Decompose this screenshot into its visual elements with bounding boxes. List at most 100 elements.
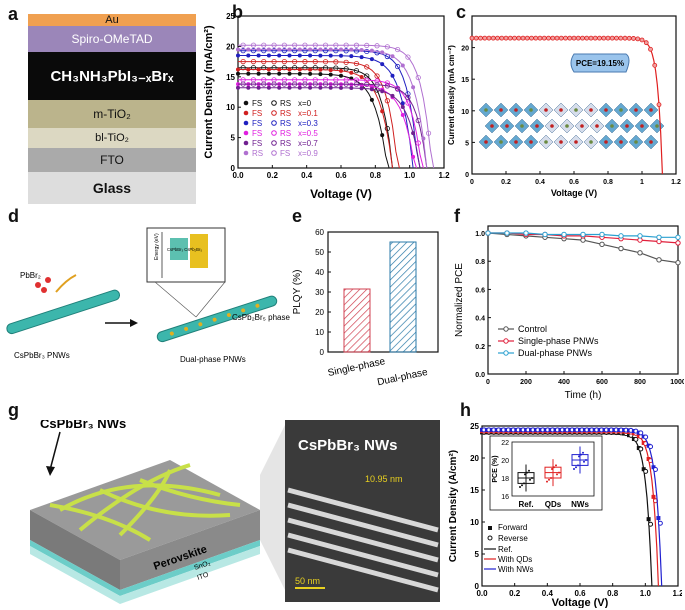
jv-point	[605, 35, 611, 41]
point-fs-x=0.3	[400, 101, 405, 106]
point-fs-x=0	[328, 72, 333, 77]
panel-label-g: g	[8, 400, 19, 420]
point-Dual-phase PNWs	[485, 230, 491, 236]
point-rs-x=0.7	[292, 81, 298, 87]
legend-reverse-marker	[487, 535, 493, 541]
point-fs-x=0.7	[266, 85, 271, 90]
atom	[604, 140, 608, 144]
x-tick-label: 0.6	[569, 179, 579, 186]
point-rs-x=0.1	[281, 59, 287, 65]
jv-point	[541, 35, 547, 41]
atom	[655, 124, 659, 128]
point-fs-x=0	[287, 71, 292, 76]
panel-label-f: f	[454, 206, 460, 226]
point-fs-x=0.7	[297, 85, 302, 90]
point-fs-x=0.3	[287, 53, 292, 58]
forward-point-Ref.	[641, 467, 646, 472]
point-fs-x=0.9	[318, 47, 323, 52]
jv-point	[618, 35, 624, 41]
inset-point-QDs	[558, 471, 560, 474]
perovskite-side-right	[120, 510, 260, 590]
chart-c: 0 0.2 0.4 0.6 0.8 1 1.2 0 5 10 15 20 Voltage (V) Curr…	[447, 15, 681, 198]
point-fs-x=0.3	[246, 53, 251, 58]
y-tick-label: 0.0	[475, 372, 485, 379]
forward-point-Ref.	[646, 517, 651, 522]
point-fs-x=0.7	[390, 93, 395, 98]
y-tick-label: 5	[231, 134, 236, 143]
point-fs-x=0.9	[349, 47, 354, 52]
y-tick-label: 20	[461, 46, 469, 53]
point-rs-x=0.9	[292, 42, 298, 48]
point-rs-x=0.9	[395, 46, 401, 53]
point-fs-x=0.9	[400, 63, 405, 68]
x-axis-label: Voltage (V)	[551, 188, 597, 198]
legend-rs-label: RS	[280, 99, 291, 108]
jv-point	[656, 102, 662, 108]
sno2-layer	[120, 540, 260, 596]
y-axis-label: Normalized PCE	[454, 263, 465, 337]
atom	[529, 108, 533, 112]
reagent-label: PbBr₂	[20, 271, 41, 280]
point-rs-x=0.7	[302, 81, 308, 87]
point-Dual-phase PNWs	[637, 233, 643, 239]
callout-arrowhead	[46, 466, 55, 476]
reverse-point-With NWs	[643, 434, 649, 440]
band-cspbbr3	[170, 238, 188, 260]
point-rs-x=0.9	[261, 42, 267, 48]
x-tick-label: 0.2	[509, 589, 521, 598]
point-Dual-phase PNWs	[675, 234, 681, 240]
reverse-point-With NWs	[638, 430, 644, 436]
inset-point-NWs	[573, 468, 575, 470]
jv-point	[626, 35, 632, 41]
x-tick-label: 0.8	[607, 589, 619, 598]
x-tick-label: 1.0	[404, 171, 416, 180]
point-fs-x=0.3	[266, 53, 271, 58]
pbbr2-particle	[41, 287, 47, 293]
point-rs-x=0.7	[312, 81, 318, 87]
legend-marker-fs	[243, 120, 249, 126]
point-fs-x=0.7	[359, 86, 364, 91]
point-fs-x=0.7	[328, 85, 333, 90]
point-rs-x=0	[343, 66, 349, 72]
point-rs-x=0.9	[240, 42, 246, 48]
series-rs-x=0.5	[238, 79, 424, 169]
process-arrowhead	[130, 319, 138, 327]
point-rs-x=0.9	[374, 43, 380, 49]
point-rs-x=0.5	[415, 140, 421, 146]
point-rs-x=0.7	[353, 81, 360, 87]
point-fs-x=0.3	[339, 53, 343, 58]
layer-au: Au	[28, 14, 196, 26]
inset-point-Ref.	[523, 482, 525, 485]
atom	[514, 108, 518, 112]
reverse-point-With NWs	[648, 444, 654, 450]
atom	[499, 140, 503, 144]
point-fs-x=0	[256, 71, 261, 76]
point-fs-x=0.7	[277, 85, 282, 90]
device-stack: Au Spiro-OMeTAD CH₃NH₃PbI₃₋ₓBrₓ m-TiO₂ b…	[28, 14, 196, 204]
point-fs-x=0.3	[236, 53, 240, 58]
jv-point	[639, 37, 645, 43]
series-fs-x=0.1	[238, 69, 393, 169]
point-rs-x=0	[353, 68, 360, 74]
point-fs-x=0.7	[256, 85, 261, 90]
inset-point-Ref.	[531, 477, 533, 479]
x-tick-label: 0.0	[476, 589, 488, 598]
point-rs-x=0.9	[322, 42, 329, 48]
y-tick-label: 25	[226, 12, 235, 21]
ito-layer	[120, 546, 260, 604]
series-fs-x=0	[238, 73, 390, 169]
point-fs-x=0.3	[380, 62, 385, 67]
chart-h: 0.0 0.2 0.4 0.6 0.8 1.0 1.2 0 5 10 15 20 25 Voltage (…	[448, 422, 682, 608]
point-Control	[599, 241, 605, 248]
jv-point	[584, 35, 590, 41]
point-rs-x=0.3	[250, 48, 257, 54]
jv-point	[529, 35, 534, 41]
point-rs-x=0.7	[322, 81, 329, 87]
inset-point-NWs	[585, 459, 587, 461]
jv-point	[499, 35, 505, 41]
point-fs-x=0.3	[297, 53, 302, 58]
y-axis-label: Current Density (mA/cm²)	[203, 25, 215, 159]
y-axis-label: PLQY (%)	[292, 270, 303, 315]
atom	[484, 140, 488, 144]
legend-rs-label: RS	[280, 129, 291, 138]
